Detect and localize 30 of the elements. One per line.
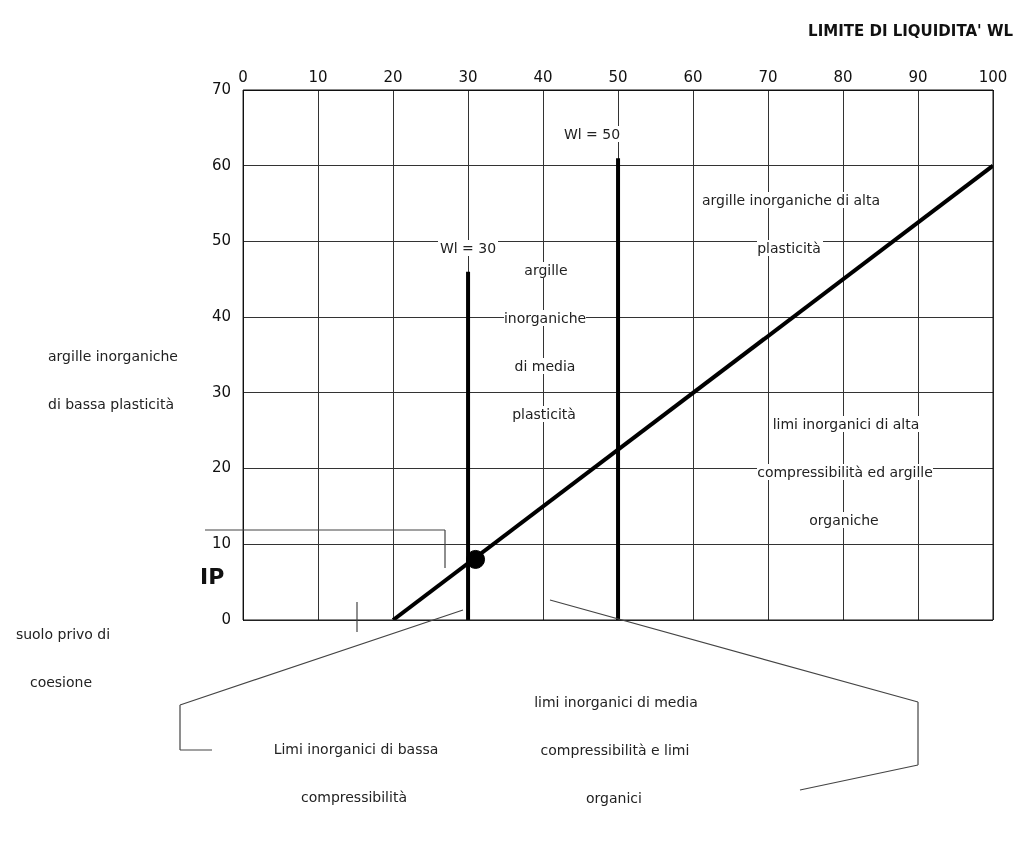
text: argille inorganiche di alta plasticità [701,192,881,256]
y-tick-label: 70 [211,79,232,98]
y-tick-label: 20 [211,458,232,477]
y-tick-label: 60 [211,155,232,174]
x-tick-label: 60 [683,67,703,86]
text: limi inorganici di media compressibilità e limi organici [534,694,698,806]
x-tick-label: 50 [608,67,628,86]
y-tick-label: 50 [211,231,232,250]
annotation: Wl = 30 [437,240,499,256]
text: argille inorganiche di bassa plasticità [48,348,178,412]
y-tick-label: 40 [211,307,232,326]
x-tick-label: 70 [758,67,778,86]
y-axis-title: IP [200,564,225,589]
text: Limi inorganici di bassa compressibilità [273,741,439,805]
x-tick-label: 90 [908,67,928,86]
x-tick-label: 10 [308,67,328,86]
x-tick-label: 30 [458,67,478,86]
y-tick-label: 30 [211,382,232,401]
x-tick-label: 40 [533,67,553,86]
x-tick-label: 20 [383,67,403,86]
x-axis-title: LIMITE DI LIQUIDITA' WL [808,22,1013,40]
text: limi inorganici di alta compressibilità ed argille organiche [757,416,933,528]
x-tick-label: 0 [238,67,248,86]
annotation: Wl = 50 [561,126,623,142]
x-tick-label: 100 [978,67,1008,86]
text: suolo privo di coesione [15,626,111,690]
y-tick-label: 0 [221,609,232,628]
y-tick-label: 10 [211,534,232,553]
x-tick-label: 80 [833,67,853,86]
text: argille inorganiche di media plasticità [503,262,587,422]
